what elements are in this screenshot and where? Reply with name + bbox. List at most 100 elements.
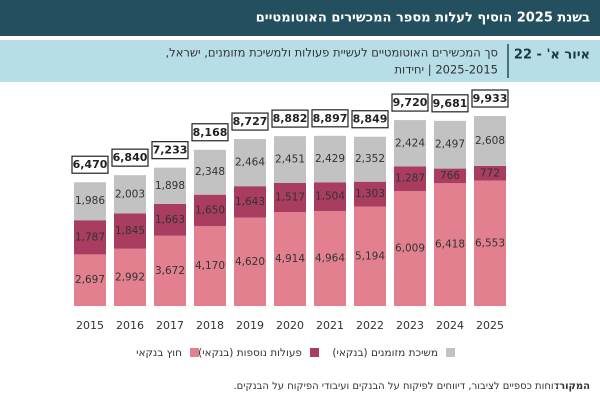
- x-tick-label: 2016: [116, 319, 144, 332]
- total-label: 9,681: [433, 97, 468, 110]
- bar-segment: [154, 235, 186, 306]
- x-tick-label: 2023: [396, 319, 424, 332]
- data-label: 4,620: [235, 256, 265, 268]
- data-label: 1,986: [75, 195, 105, 207]
- data-label: 1,643: [235, 196, 265, 208]
- x-tick-label: 2021: [316, 319, 344, 332]
- data-label: 2,429: [315, 153, 345, 165]
- data-label: 1,663: [155, 214, 185, 226]
- source-text: המקור:דוחות כספיים לציבור, דיווחים לפיקו…: [233, 381, 590, 392]
- data-label: 2,451: [275, 154, 305, 166]
- bar-segment: [194, 149, 226, 195]
- data-label: 1,517: [275, 191, 305, 203]
- data-label: 3,672: [155, 265, 185, 277]
- legend-label: חוץ בנקאי: [136, 347, 182, 359]
- total-label: 9,933: [473, 92, 508, 105]
- bar-segment: [354, 136, 386, 182]
- bar-segment: [194, 194, 226, 227]
- bar-segment: [434, 120, 466, 169]
- total-box: [391, 93, 429, 112]
- total-label: 7,233: [153, 144, 188, 157]
- x-tick-label: 2020: [276, 319, 304, 332]
- bar-segment: [354, 181, 386, 207]
- total-label: 8,897: [313, 112, 348, 125]
- data-label: 6,553: [475, 237, 505, 249]
- bar-segment: [394, 166, 426, 192]
- bar-segment: [314, 182, 346, 212]
- bar-segment: [474, 180, 506, 306]
- bar-segment: [274, 182, 306, 213]
- subtitle: סך המכשירים האוטומטיים לעשיית פעולות ולמ…: [166, 46, 498, 60]
- bar-segment: [274, 212, 306, 306]
- legend-label: משיכת מזומנים (בנקאי): [332, 347, 438, 359]
- x-tick-label: 2022: [356, 319, 384, 332]
- legend-swatch: [310, 348, 319, 357]
- total-label: 6,470: [73, 158, 108, 171]
- data-label: 1,845: [115, 225, 145, 237]
- bar-segment: [434, 168, 466, 184]
- bar-segment: [234, 186, 266, 218]
- legend-swatch: [190, 348, 199, 357]
- data-label: 4,964: [315, 253, 345, 265]
- bar-segment: [474, 116, 506, 166]
- data-label: 1,287: [395, 173, 425, 185]
- bar-segment: [234, 217, 266, 306]
- bar-segment: [194, 226, 226, 306]
- total-box: [71, 155, 109, 174]
- x-tick-label: 2015: [76, 319, 104, 332]
- data-label: 2,497: [435, 139, 465, 151]
- total-label: 8,727: [233, 115, 268, 128]
- total-label: 6,840: [113, 151, 148, 164]
- total-box: [191, 123, 229, 142]
- chart-title: בשנת 2025 הוסיף לעלות מספר המכשירים האוט…: [256, 11, 590, 26]
- x-tick-label: 2017: [156, 319, 184, 332]
- data-label: 6,009: [395, 243, 425, 255]
- data-label: 2,348: [195, 166, 225, 178]
- total-box: [231, 112, 269, 131]
- data-label: 2,003: [115, 188, 145, 200]
- bar-segment: [314, 211, 346, 306]
- source-body: דוחות כספיים לציבור, דיווחים לפיקוח על ה…: [233, 381, 559, 392]
- x-tick-label: 2018: [196, 319, 224, 332]
- total-box: [311, 109, 349, 128]
- x-tick-label: 2019: [236, 319, 264, 332]
- x-tick-label: 2024: [436, 319, 464, 332]
- bar-segment: [394, 120, 426, 167]
- bar-segment: [354, 206, 386, 306]
- data-label: 2,464: [235, 157, 265, 169]
- data-label: 5,194: [355, 250, 385, 262]
- bar-segment: [474, 165, 506, 181]
- total-label: 8,168: [193, 126, 228, 139]
- total-label: 8,849: [353, 113, 388, 126]
- total-box: [271, 109, 309, 128]
- bar-segment: [274, 136, 306, 183]
- data-label: 2,424: [395, 137, 425, 149]
- bar-segment: [114, 248, 146, 306]
- data-label: 1,504: [315, 191, 345, 203]
- total-box: [351, 110, 389, 129]
- bar-segment: [154, 167, 186, 204]
- data-label: 2,608: [475, 135, 505, 147]
- total-box: [471, 89, 509, 108]
- bar-segment: [314, 135, 346, 183]
- bar-segment: [114, 213, 146, 249]
- data-label: 1,650: [195, 204, 225, 216]
- legend-label: פעולות נוספות (בנקאי): [198, 347, 302, 359]
- data-label: 4,170: [195, 260, 225, 272]
- subtitle: 2025-2015 | יחידות: [395, 63, 499, 77]
- bar-segment: [154, 203, 186, 236]
- bar-segment: [74, 182, 106, 221]
- data-label: 1,787: [75, 231, 105, 243]
- data-label: 772: [480, 167, 500, 179]
- data-label: 1,898: [155, 180, 185, 192]
- data-label: 2,992: [115, 271, 145, 283]
- total-label: 9,720: [393, 96, 428, 109]
- subheader-band: [0, 40, 600, 82]
- bar-segment: [434, 183, 466, 306]
- data-label: 4,914: [275, 253, 305, 265]
- bar-segment: [74, 254, 106, 306]
- bar-segment: [394, 191, 426, 306]
- total-box: [151, 141, 189, 160]
